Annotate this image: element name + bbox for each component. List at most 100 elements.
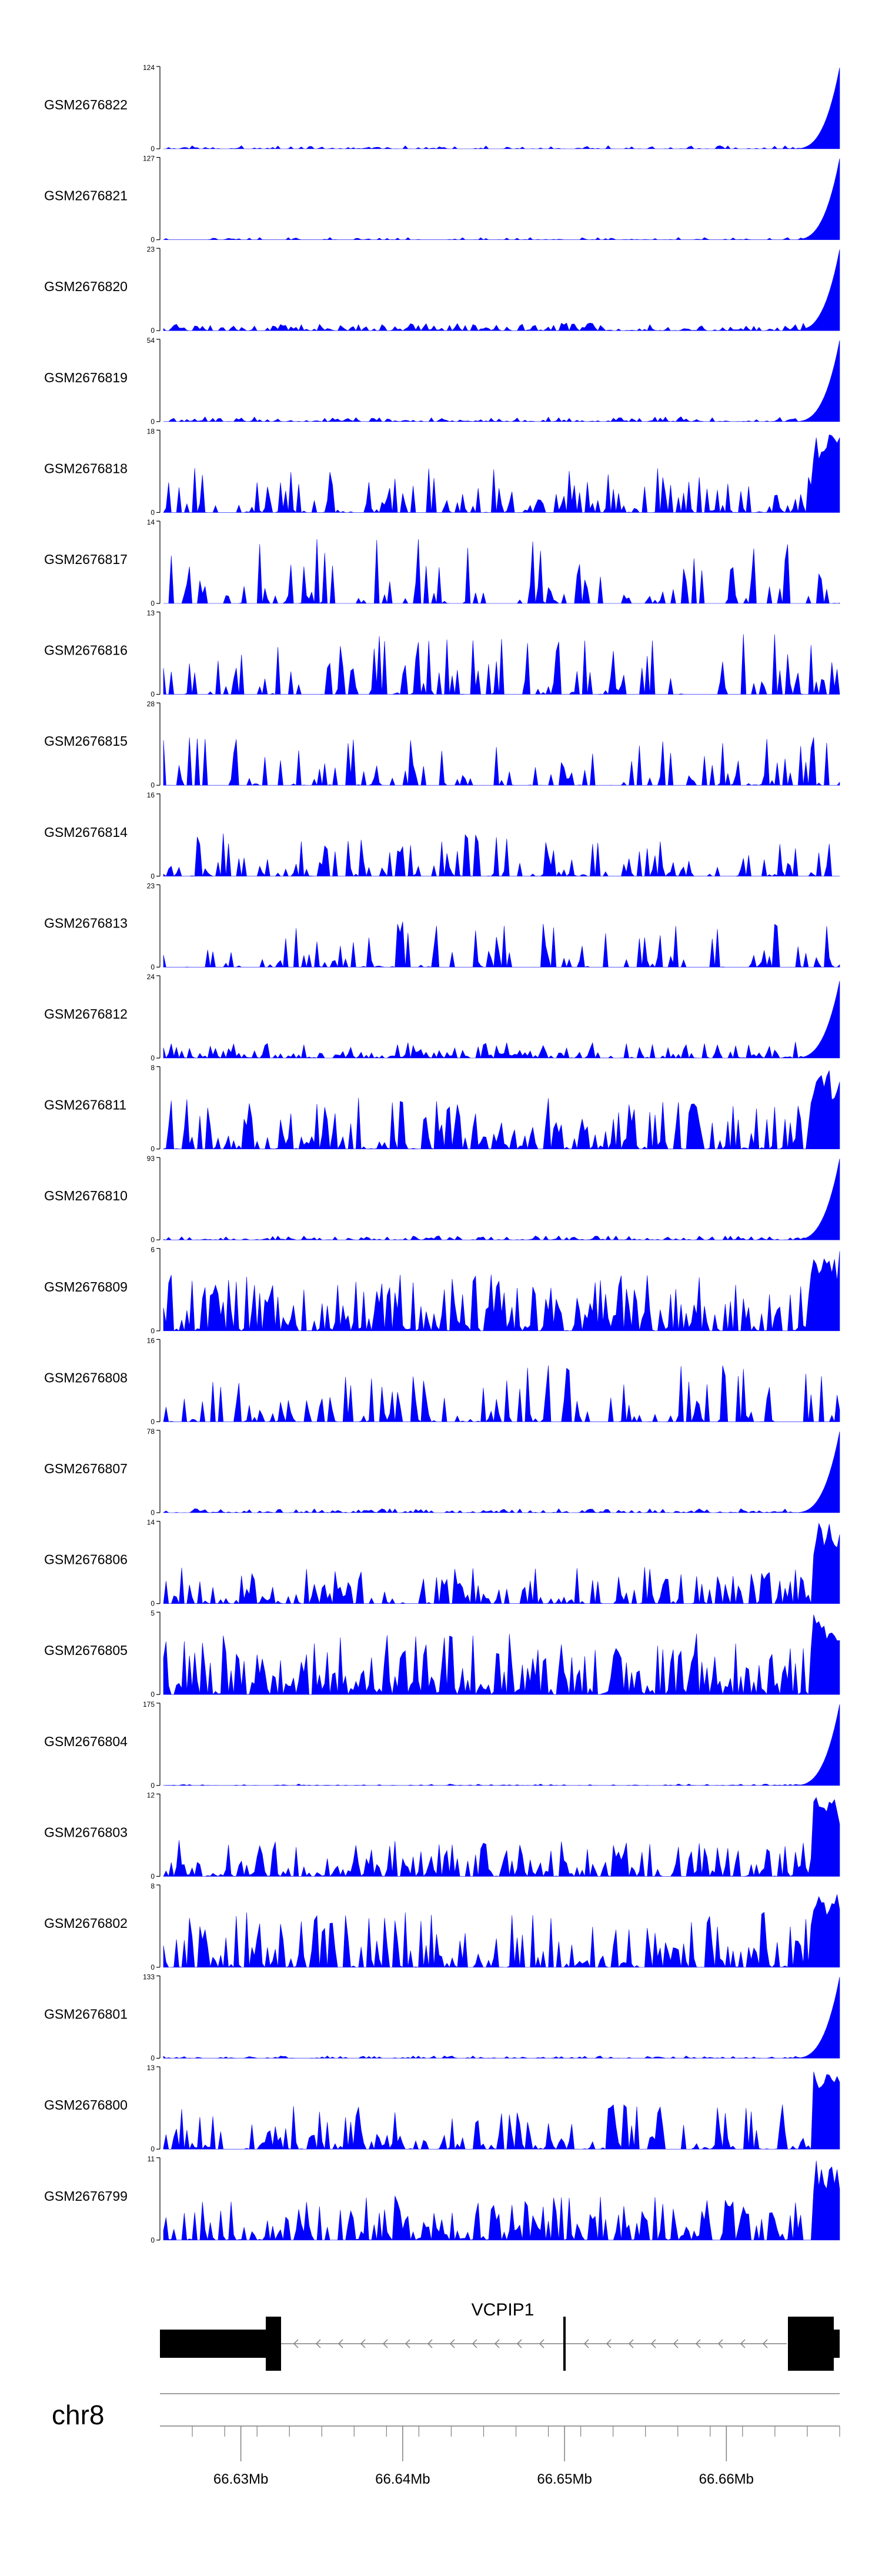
y-max-label: 13 xyxy=(147,609,155,618)
y-min-label: 0 xyxy=(151,145,155,153)
gene-model: VCPIP1 xyxy=(160,2300,840,2371)
y-max-label: 93 xyxy=(147,1154,155,1163)
y-min-label: 0 xyxy=(151,1054,155,1062)
signal-area xyxy=(163,158,840,240)
strand-chevron xyxy=(628,2339,634,2348)
track-label: GSM2676812 xyxy=(44,1006,128,1022)
y-max-label: 127 xyxy=(143,155,155,163)
track-label: GSM2676811 xyxy=(44,1097,126,1113)
y-max-label: 18 xyxy=(147,427,155,435)
signal-area xyxy=(163,1704,840,1786)
signal-area xyxy=(163,539,840,605)
strand-chevron xyxy=(449,2339,455,2348)
track: GSM2676815 28 0 xyxy=(44,700,840,789)
y-max-label: 5 xyxy=(151,1609,155,1617)
y-min-label: 0 xyxy=(151,690,155,699)
signal-area xyxy=(163,1251,840,1332)
y-min-label: 0 xyxy=(151,1781,155,1790)
y-min-label: 0 xyxy=(151,781,155,789)
strand-chevron xyxy=(717,2339,723,2348)
y-min-label: 0 xyxy=(151,872,155,880)
exon-middle xyxy=(563,2317,566,2371)
strand-chevron xyxy=(293,2339,299,2348)
y-min-label: 0 xyxy=(151,1963,155,1971)
tick-label: 66.65Mb xyxy=(537,2471,592,2487)
y-min-label: 0 xyxy=(151,2236,155,2244)
track: GSM2676818 18 0 xyxy=(44,427,840,516)
y-max-label: 78 xyxy=(147,1427,155,1436)
signal-area xyxy=(163,980,840,1059)
signal-area xyxy=(163,1523,840,1604)
strand-chevron xyxy=(360,2339,366,2348)
y-max-label: 8 xyxy=(151,1882,155,1890)
track: GSM2676807 78 0 xyxy=(44,1427,840,1517)
track-label: GSM2676821 xyxy=(44,188,128,203)
track: GSM2676803 12 0 xyxy=(44,1791,840,1880)
track: GSM2676814 16 0 xyxy=(44,791,840,880)
y-min-label: 0 xyxy=(151,418,155,426)
track-label: GSM2676802 xyxy=(44,1916,128,1931)
y-min-label: 0 xyxy=(151,2054,155,2063)
signal-area xyxy=(163,249,840,332)
tick-label: 66.64Mb xyxy=(375,2471,430,2487)
y-max-label: 12 xyxy=(147,1791,155,1799)
signal-area xyxy=(163,1797,840,1877)
y-min-label: 0 xyxy=(151,1236,155,1244)
signal-area xyxy=(163,1977,840,2058)
track-label: GSM2676816 xyxy=(44,643,128,658)
signal-area xyxy=(163,67,840,149)
y-max-label: 23 xyxy=(147,882,155,890)
signal-area xyxy=(163,340,840,422)
y-max-label: 14 xyxy=(147,1519,155,1527)
signal-area xyxy=(163,2160,840,2241)
y-max-label: 124 xyxy=(143,64,155,72)
strand-chevron xyxy=(695,2339,701,2348)
y-min-label: 0 xyxy=(151,1690,155,1699)
strand-chevron xyxy=(382,2339,388,2348)
strand-chevron xyxy=(606,2339,612,2348)
signal-area xyxy=(163,922,840,968)
strand-chevron xyxy=(740,2339,746,2348)
strand-chevron xyxy=(762,2339,768,2348)
track-label: GSM2676801 xyxy=(44,2007,128,2022)
strand-chevron xyxy=(539,2339,544,2348)
signal-area xyxy=(163,2071,840,2150)
strand-chevron xyxy=(315,2339,321,2348)
track: GSM2676801 133 0 xyxy=(44,1973,840,2063)
track: GSM2676816 13 0 xyxy=(44,609,840,699)
track: GSM2676821 127 0 xyxy=(44,155,840,244)
tick-label: 66.63Mb xyxy=(213,2471,268,2487)
signal-area xyxy=(163,1159,840,1240)
y-min-label: 0 xyxy=(151,599,155,608)
y-max-label: 28 xyxy=(147,700,155,708)
signal-area xyxy=(163,737,840,786)
y-min-label: 0 xyxy=(151,326,155,335)
strand-chevron xyxy=(516,2339,522,2348)
signal-area xyxy=(163,634,840,695)
strand-chevron xyxy=(583,2339,589,2348)
y-min-label: 0 xyxy=(151,236,155,244)
y-max-label: 13 xyxy=(147,2064,155,2072)
signal-area xyxy=(163,1614,840,1696)
track-label: GSM2676799 xyxy=(44,2188,128,2204)
y-min-label: 0 xyxy=(151,1417,155,1426)
track: GSM2676799 11 0 xyxy=(44,2155,840,2244)
y-max-label: 14 xyxy=(147,518,155,526)
track-label: GSM2676809 xyxy=(44,1279,128,1294)
strand-chevron xyxy=(650,2339,656,2348)
track: GSM2676808 16 0 xyxy=(44,1336,840,1426)
track: GSM2676810 93 0 xyxy=(44,1154,840,1244)
y-max-label: 16 xyxy=(147,791,155,799)
strand-chevron xyxy=(427,2339,433,2348)
track: GSM2676800 13 0 xyxy=(44,2064,840,2153)
track-label: GSM2676808 xyxy=(44,1370,128,1385)
y-max-label: 6 xyxy=(151,1246,155,1254)
track-label: GSM2676803 xyxy=(44,1824,128,1840)
track-label: GSM2676822 xyxy=(44,97,128,112)
chromosome-label: chr8 xyxy=(52,2400,104,2430)
track: GSM2676802 8 0 xyxy=(44,1882,840,1971)
track-label: GSM2676805 xyxy=(44,1643,128,1658)
track: GSM2676811 8 0 xyxy=(44,1064,840,1153)
signal-area xyxy=(163,833,840,877)
y-max-label: 54 xyxy=(147,336,155,345)
